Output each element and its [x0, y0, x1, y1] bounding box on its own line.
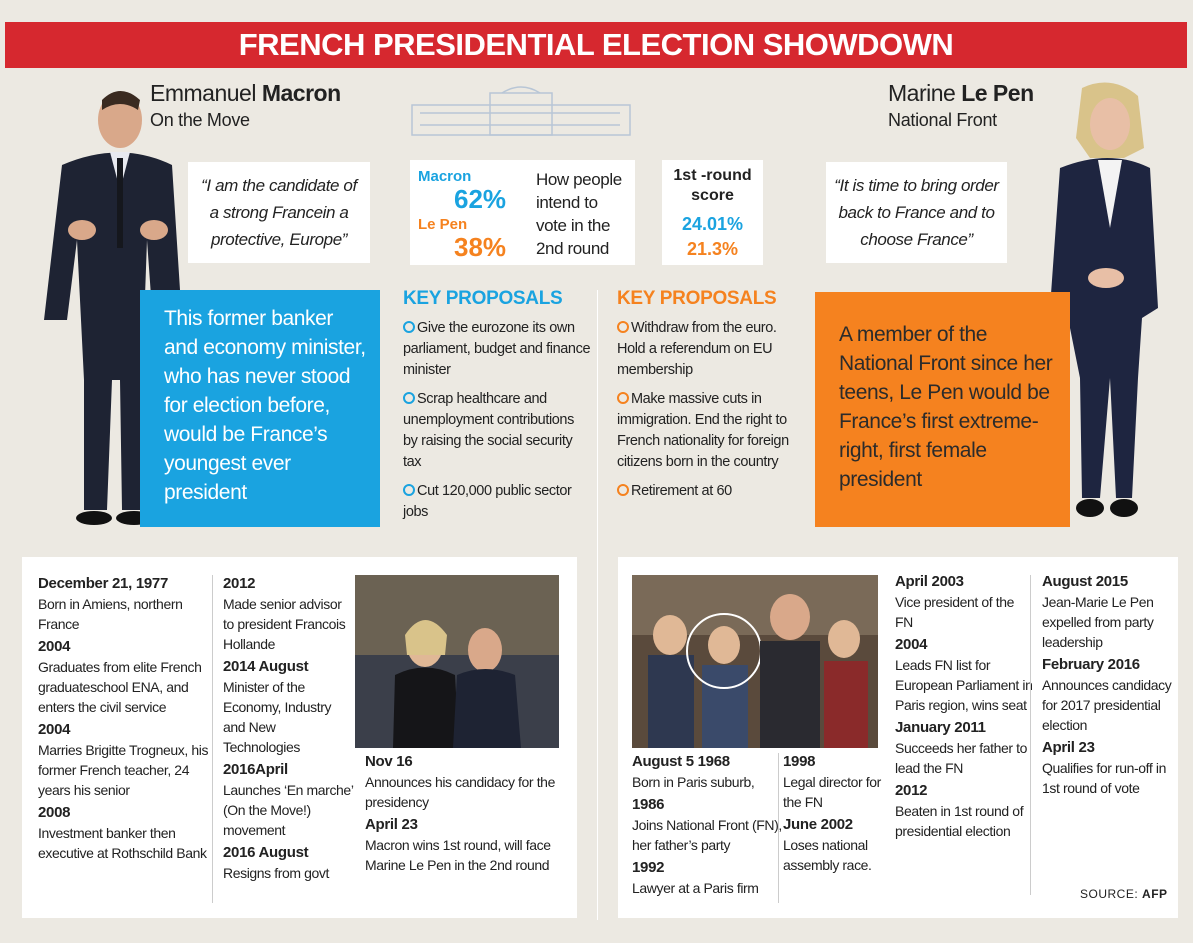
candidate-name: Marine Le Pen [888, 80, 1034, 106]
first-round-value: 21.3% [686, 239, 739, 259]
proposal-item: Give the eurozone its own parliament, bu… [403, 318, 591, 381]
timeline-text: Announces his candidacy for the presiden… [365, 774, 555, 810]
timeline-text: Launches ‘En marche’ (On the Move!) move… [223, 782, 354, 838]
timeline-text: Loses national assembly race. [783, 837, 872, 873]
timeline-text: Investment banker then executive at Roth… [38, 825, 207, 861]
candidate-name: Emmanuel Macron [150, 80, 341, 106]
separator [212, 575, 213, 903]
timeline-date: 2004 [895, 636, 928, 653]
proposal-item: Retirement at 60 [617, 481, 797, 502]
timeline-text: Graduates from elite French graduatescho… [38, 659, 202, 715]
poll-text: How people intend to vote in the 2nd rou… [536, 170, 622, 258]
timeline-date: 1992 [632, 859, 665, 876]
title: FRENCH PRESIDENTIAL ELECTION SHOWDOWN [5, 22, 1187, 68]
key-proposals-title: KEY PROPOSALS [403, 288, 563, 309]
timeline-date: April 23 [365, 816, 418, 833]
timeline-text: Announces candidacy for 2017 presidentia… [1042, 677, 1172, 733]
timeline-text: Joins National Front (FN), her father’s … [632, 817, 782, 853]
timeline-panel: December 21, 1977 Born in Amiens, norther… [22, 557, 577, 918]
first-round-box: 1st -round score 24.01% 21.3% [662, 160, 763, 265]
timeline-text: Minister of the Economy, Industry and Ne… [223, 679, 332, 755]
timeline-date: April 23 [1042, 739, 1095, 756]
key-proposals: KEY PROPOSALS Give the eurozone its own … [403, 288, 591, 523]
quote: “It is time to bring order back to Franc… [826, 162, 1007, 263]
timeline-column: December 21, 1977 Born in Amiens, norther… [38, 571, 210, 863]
timeline-date: 2012 [223, 575, 256, 592]
separator [778, 753, 779, 903]
separator [1030, 575, 1031, 895]
timeline-column: Nov 16 Announces his candidacy for the pr… [365, 749, 565, 875]
timeline-text: Macron wins 1st round, will face Marine … [365, 837, 551, 873]
timeline-date: 1998 [783, 753, 816, 770]
bio: This former banker and economy minister,… [140, 290, 380, 527]
timeline-date: August 2015 [1042, 573, 1128, 590]
timeline-date: 2004 [38, 638, 71, 655]
timeline-date: 2016April [223, 761, 288, 778]
timeline-date: 2016 August [223, 844, 309, 861]
timeline-text: Born in Paris suburb, [632, 774, 755, 790]
timeline-date: 2012 [895, 782, 928, 799]
timeline-text: Succeeds her father to lead the FN [895, 740, 1028, 776]
building-illustration [411, 86, 631, 136]
bio: A member of the National Front since her… [815, 292, 1070, 527]
first-round-title: 1st -round score [673, 167, 752, 204]
timeline-date: 1986 [632, 796, 665, 813]
key-proposals-title: KEY PROPOSALS [617, 288, 777, 309]
timeline-text: Resigns from govt [223, 865, 330, 881]
timeline-text: Marries Brigitte Trogneux, his former Fr… [38, 742, 209, 798]
proposal-item: Withdraw from the euro. Hold a referendu… [617, 318, 797, 381]
timeline-text: Lawyer at a Paris firm [632, 880, 759, 896]
timeline-column: April 2003 Vice president of the FN 2004 Le… [895, 569, 1033, 841]
timeline-date: 2014 August [223, 658, 309, 675]
poll-box: Macron 62% Le Pen 38% How people intend … [410, 160, 635, 265]
timeline-date: June 2002 [783, 816, 853, 833]
quote: “I am the candidate of a strong Francein… [188, 162, 370, 263]
candidate-party: National Front [888, 110, 997, 130]
timeline-date: January 2011 [895, 719, 986, 736]
timeline-column: August 5 1968 Born in Paris suburb, 1986 Jo… [632, 749, 782, 898]
lepen-family-photo [632, 575, 878, 748]
proposal-item: Scrap healthcare and unemployment contri… [403, 389, 591, 473]
timeline-date: April 2003 [895, 573, 964, 590]
key-proposals: KEY PROPOSALS Withdraw from the euro. Ho… [617, 288, 797, 502]
timeline-text: Born in Amiens, northern France [38, 596, 183, 632]
timeline-date: February 2016 [1042, 656, 1140, 673]
timeline-date: December 21, 1977 [38, 575, 168, 592]
source: SOURCE: AFP [1080, 887, 1168, 901]
lepen-photo [1050, 82, 1158, 517]
poll-value: 38% [454, 232, 507, 262]
poll-label: Macron [418, 168, 472, 185]
poll-value: 62% [454, 184, 507, 214]
timeline-text: Vice president of the FN [895, 594, 1014, 630]
timeline-text: Leads FN list for European Parliament in… [895, 657, 1033, 713]
proposal-item: Make massive cuts in immigration. End th… [617, 389, 797, 473]
proposal-item: Cut 120,000 public sector jobs [403, 481, 591, 523]
candidate-party: On the Move [150, 110, 250, 130]
timeline-column: 1998 Legal director for the FN June 2002 Lo… [783, 749, 883, 875]
timeline-text: Made senior advisor to president Francoi… [223, 596, 346, 652]
timeline-date: Nov 16 [365, 753, 413, 770]
divider [597, 290, 598, 920]
timeline-date: August 5 1968 [632, 753, 730, 770]
timeline-panel: August 5 1968 Born in Paris suburb, 1986 Jo… [618, 557, 1178, 918]
macron-couple-photo [355, 575, 559, 748]
first-round-value: 24.01% [681, 214, 744, 234]
timeline-text: Jean-Marie Le Pen expelled from party le… [1042, 594, 1154, 650]
timeline-text: Legal director for the FN [783, 774, 881, 810]
poll-label: Le Pen [418, 216, 468, 233]
timeline-date: 2008 [38, 804, 71, 821]
timeline-column: 2012 Made senior advisor to president Fra… [223, 571, 355, 883]
timeline-text: Beaten in 1st round of presidential elec… [895, 803, 1024, 839]
macron-photo [44, 91, 180, 525]
timeline-date: 2004 [38, 721, 71, 738]
timeline-text: Qualifies for run-off in 1st round of vo… [1042, 760, 1166, 796]
timeline-column: August 2015 Jean-Marie Le Pen expelled fr… [1042, 569, 1172, 798]
